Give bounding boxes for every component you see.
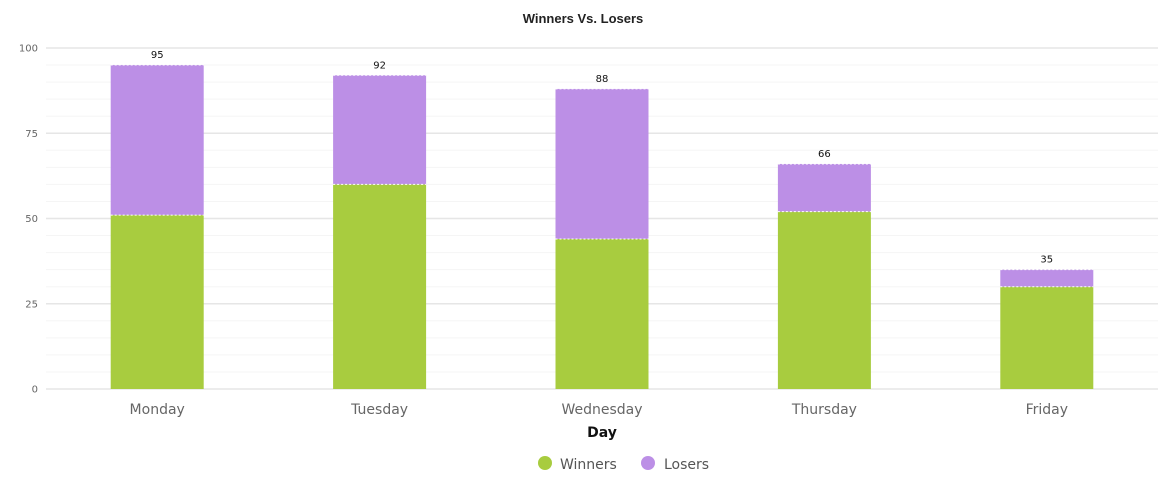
data-label-total: 92 bbox=[373, 60, 386, 71]
bar-winners-wednesday bbox=[555, 238, 649, 389]
bar-losers-monday bbox=[110, 65, 204, 216]
data-label-total: 95 bbox=[151, 50, 164, 61]
bar-winners-thursday bbox=[777, 211, 871, 389]
y-tick-label: 75 bbox=[25, 129, 38, 140]
data-label-total: 88 bbox=[596, 74, 609, 85]
legend-marker-winners bbox=[538, 456, 552, 470]
bar-winners-monday bbox=[110, 215, 204, 389]
y-tick-label: 100 bbox=[19, 44, 38, 55]
bar-losers-wednesday bbox=[555, 88, 649, 239]
bars bbox=[110, 64, 1094, 389]
x-tick-label: Tuesday bbox=[350, 402, 408, 418]
legend-marker-losers bbox=[641, 456, 655, 470]
x-tick-label: Wednesday bbox=[561, 402, 642, 418]
x-tick-label: Thursday bbox=[791, 402, 857, 418]
y-tick-label: 25 bbox=[25, 299, 38, 310]
data-label-total: 66 bbox=[818, 149, 831, 160]
bar-losers-friday bbox=[1000, 269, 1094, 287]
y-axis-ticks: 0 25 50 75 100 bbox=[19, 44, 38, 396]
x-axis-label: Day bbox=[587, 425, 617, 441]
x-tick-label: Friday bbox=[1026, 402, 1068, 418]
y-tick-label: 50 bbox=[25, 214, 38, 225]
x-axis-ticks: Monday Tuesday Wednesday Thursday Friday bbox=[130, 402, 1068, 418]
bar-losers-thursday bbox=[777, 163, 871, 212]
bar-losers-tuesday bbox=[333, 75, 427, 185]
bar-winners-friday bbox=[1000, 286, 1094, 389]
chart-title: Winners Vs. Losers bbox=[523, 11, 644, 26]
data-label-total: 35 bbox=[1040, 255, 1053, 266]
y-tick-label: 0 bbox=[32, 385, 38, 396]
bar-winners-tuesday bbox=[333, 184, 427, 389]
legend: Winners Losers bbox=[538, 456, 709, 473]
x-tick-label: Monday bbox=[130, 402, 185, 418]
legend-label-winners: Winners bbox=[560, 457, 617, 473]
legend-label-losers: Losers bbox=[664, 457, 709, 473]
data-labels: 95 92 88 66 35 bbox=[151, 50, 1053, 266]
